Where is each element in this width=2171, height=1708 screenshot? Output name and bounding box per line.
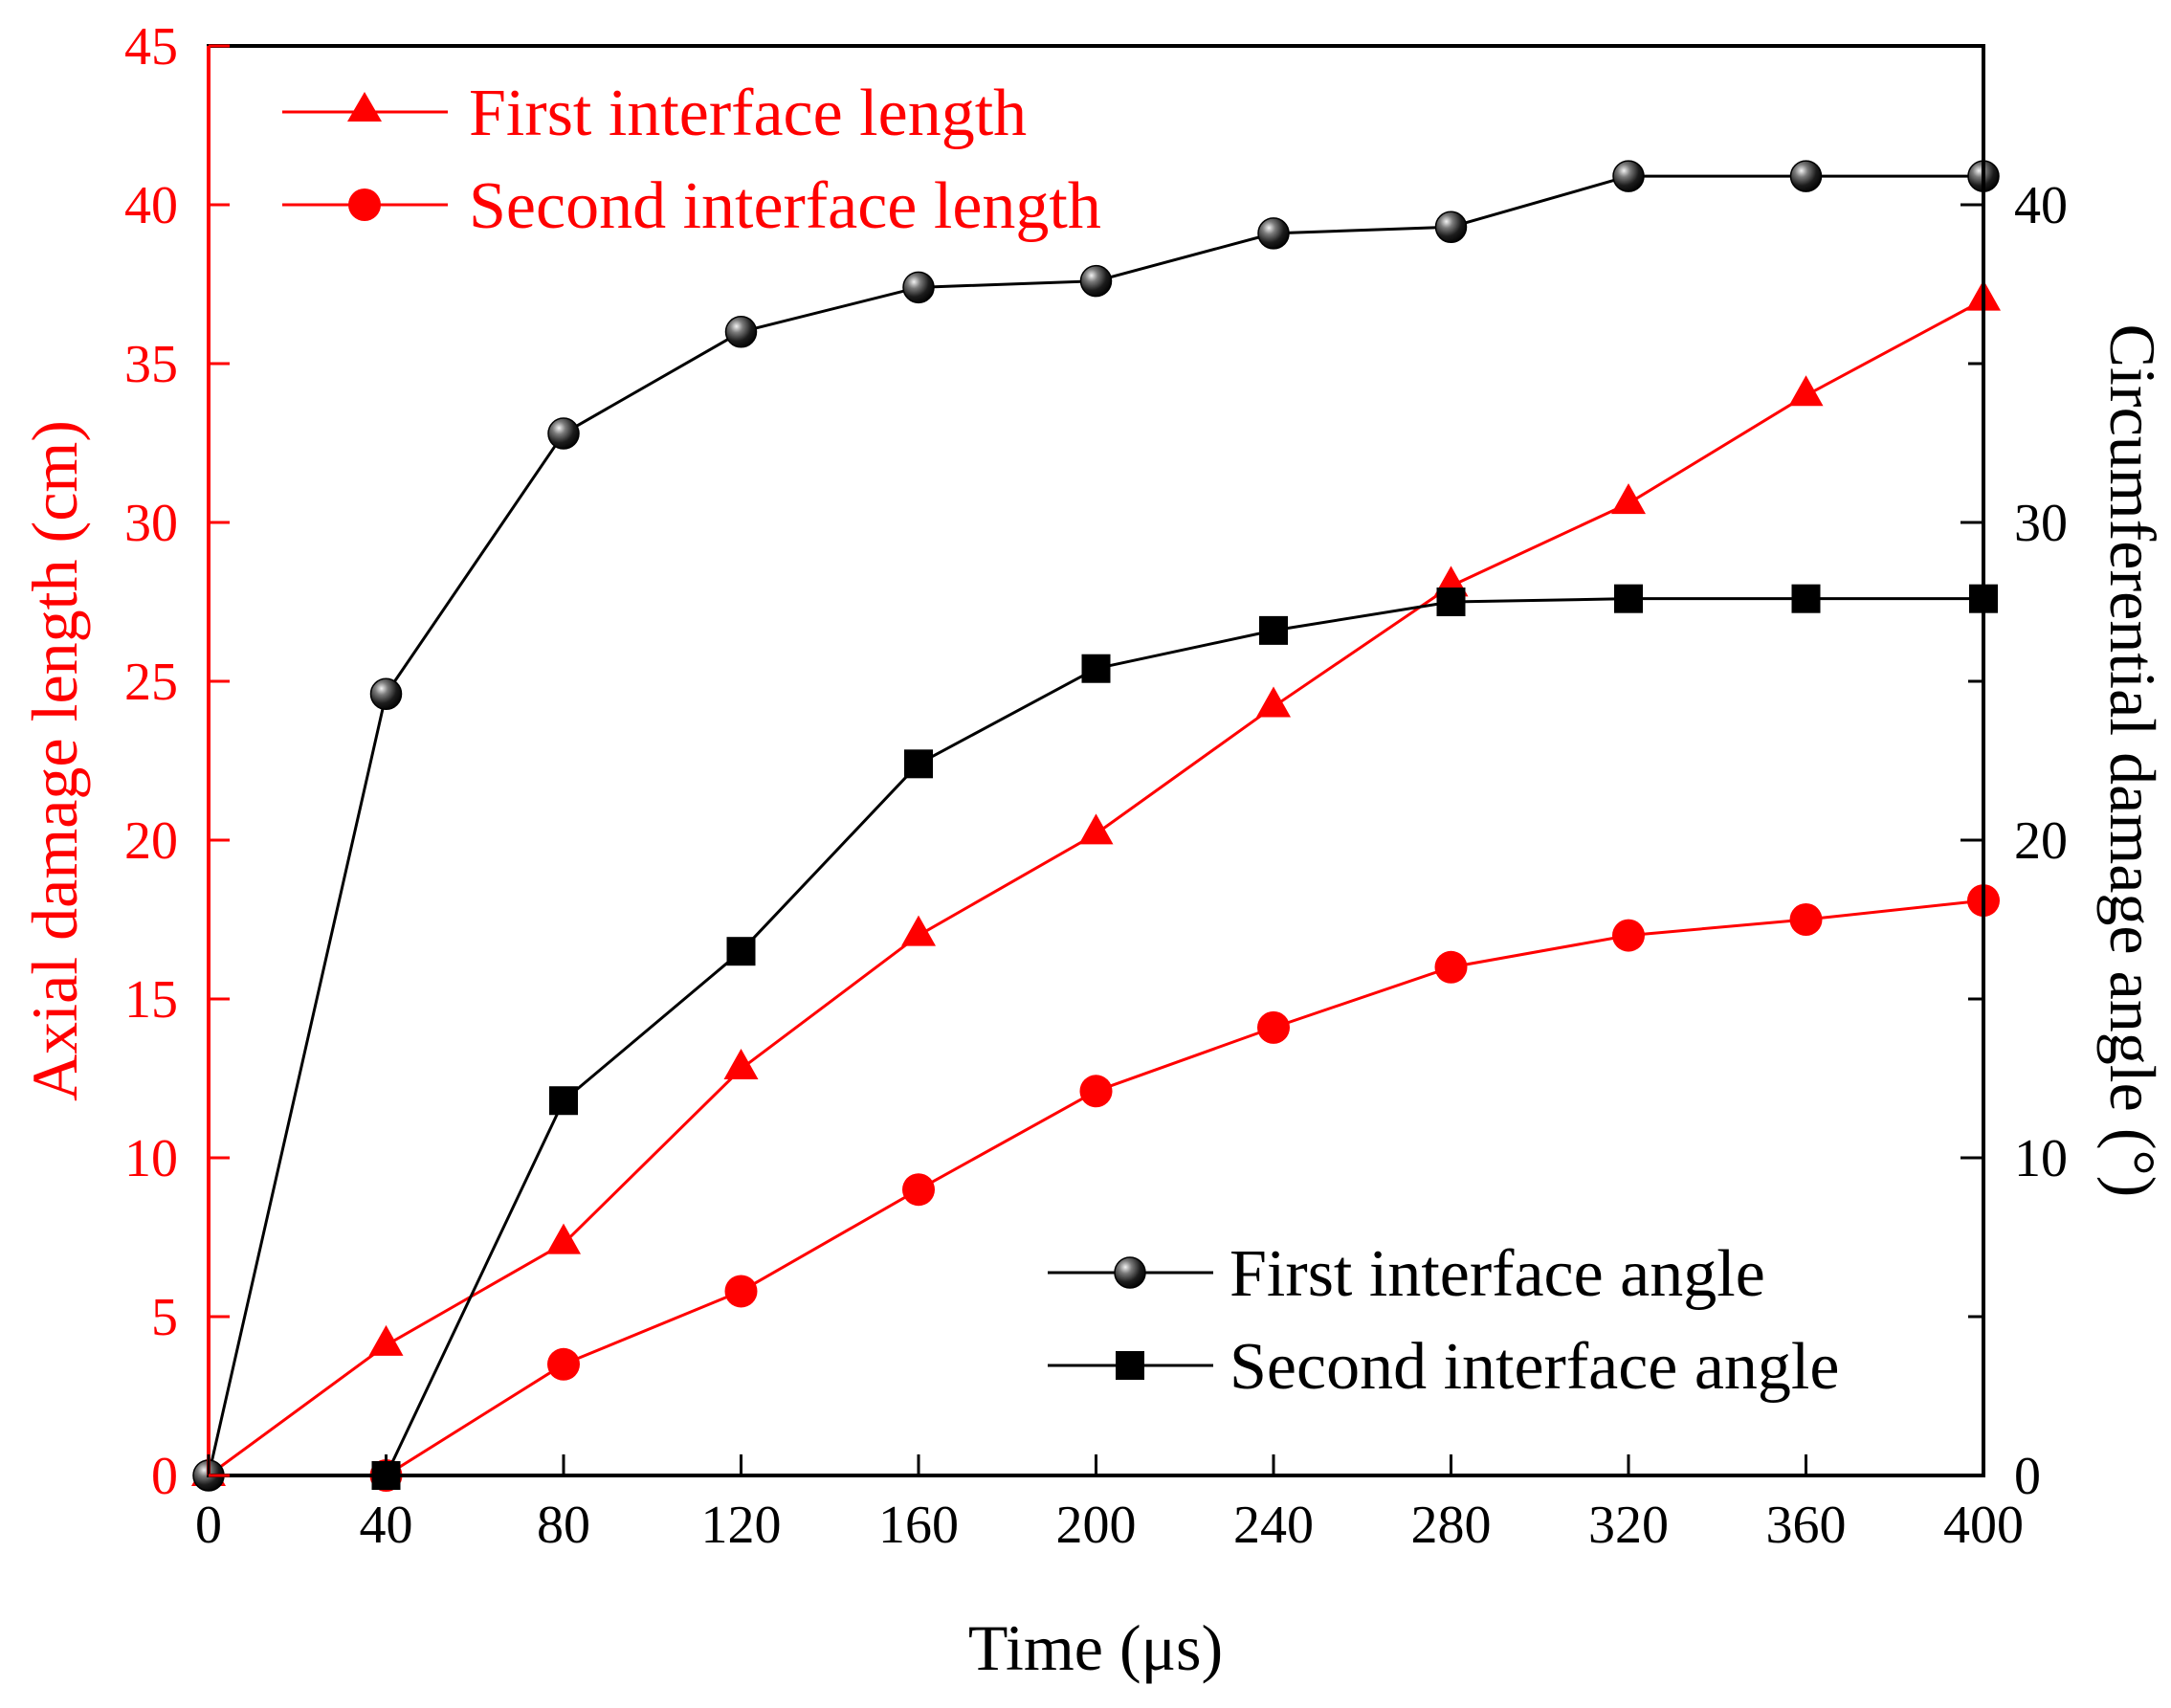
data-point-square: [904, 749, 933, 779]
x-tick-label: 240: [1233, 1496, 1314, 1555]
y-tick-label: 20: [124, 811, 178, 871]
y2-tick-label: 10: [2014, 1129, 2068, 1188]
triangle-marker-icon: [347, 92, 382, 122]
data-point-square: [549, 1086, 578, 1116]
data-point-triangle: [368, 1324, 404, 1356]
legend-item-first-interface-angle: First interface angle: [1048, 1237, 1765, 1311]
data-point-circle: [1612, 919, 1645, 952]
data-point-square: [1081, 654, 1111, 683]
x-tick-label: 280: [1411, 1496, 1492, 1555]
x-tick-label: 320: [1588, 1496, 1669, 1555]
series-first-interface-angle: [192, 160, 2000, 1492]
data-point-square: [1791, 584, 1821, 613]
legend-item-second-interface-length: Second interface length: [282, 169, 1101, 243]
x-tick-label: 200: [1056, 1496, 1137, 1555]
x-tick-label: 80: [537, 1496, 590, 1555]
data-point-circle: [1257, 1010, 1290, 1044]
data-point-sphere: [1257, 217, 1290, 250]
data-point-sphere: [902, 271, 935, 304]
data-point-square: [726, 937, 756, 966]
y-tick-label: 0: [151, 1447, 178, 1506]
data-point-triangle: [1788, 375, 1824, 407]
data-point-sphere: [1434, 211, 1468, 243]
y-tick-label: 45: [124, 17, 178, 77]
y2-tick-label: 30: [2014, 494, 2068, 553]
y-tick-label: 5: [151, 1288, 178, 1347]
data-point-square: [1436, 588, 1466, 616]
data-point-triangle: [723, 1049, 759, 1080]
legend-label-first-interface-length: First interface length: [469, 77, 1027, 150]
y2-axis-ticks: 0 10 20 30 40: [1961, 44, 2068, 1506]
legend-label-first-interface-angle: First interface angle: [1229, 1237, 1765, 1311]
data-point-circle: [1434, 950, 1468, 984]
y-axis-title: Axial damage length (cm): [18, 420, 91, 1101]
x-tick-label: 0: [195, 1496, 222, 1555]
data-point-circle: [902, 1173, 935, 1207]
data-point-square: [1259, 615, 1288, 645]
series-line: [385, 898, 1984, 1477]
x-tick-label: 360: [1766, 1496, 1847, 1555]
y2-tick-label: 40: [2014, 176, 2068, 235]
legend-label-second-interface-length: Second interface length: [469, 169, 1101, 243]
y-tick-label: 40: [124, 176, 178, 235]
data-point-sphere: [1789, 160, 1823, 192]
legend-item-first-interface-length: First interface length: [282, 77, 1027, 150]
x-tick-label: 120: [701, 1496, 782, 1555]
data-point-sphere: [369, 677, 403, 711]
x-axis-title: Time (μs): [968, 1611, 1223, 1684]
x-tick-label: 400: [1943, 1496, 2024, 1555]
x-tick-label: 40: [360, 1496, 413, 1555]
data-point-sphere: [1612, 160, 1645, 192]
legend-label-second-interface-angle: Second interface angle: [1229, 1330, 1839, 1404]
y2-tick-label: 0: [2014, 1447, 2041, 1506]
data-point-circle: [1789, 903, 1823, 936]
sphere-marker-icon: [1114, 1256, 1146, 1289]
data-point-triangle: [1078, 813, 1114, 845]
y-tick-label: 15: [124, 970, 178, 1030]
legend-item-second-interface-angle: Second interface angle: [1048, 1330, 1839, 1404]
y-tick-label: 25: [124, 653, 178, 712]
data-point-sphere: [724, 316, 758, 348]
series-line: [385, 597, 1983, 1476]
y-tick-label: 10: [124, 1129, 178, 1188]
legend-length: First interface length Second interface …: [282, 77, 1101, 243]
data-point-circle: [724, 1275, 758, 1308]
data-point-sphere: [547, 417, 580, 450]
series-second-interface-angle: [371, 584, 1998, 1490]
y2-axis-title: Circumferential damage angle (°): [2096, 324, 2169, 1198]
data-point-triangle: [546, 1223, 581, 1254]
y2-tick-label: 20: [2014, 811, 2068, 871]
legend-angle: First interface angle Second interface a…: [1048, 1237, 1839, 1404]
data-point-square: [1614, 584, 1643, 613]
data-point-triangle: [901, 915, 936, 946]
circle-marker-icon: [348, 189, 381, 221]
data-point-circle: [1079, 1075, 1113, 1108]
x-axis-ticks: 0 40 80 120 160 200 240 280 320 360 400: [195, 1454, 2024, 1555]
y-axis-ticks: 0 5 10 15 20 25 30 35 40 45: [124, 17, 230, 1506]
data-point-triangle: [1611, 483, 1646, 515]
data-point-sphere: [1079, 264, 1113, 298]
data-point-triangle: [1256, 686, 1291, 718]
y-tick-label: 30: [124, 494, 178, 553]
square-marker-icon: [1116, 1351, 1144, 1380]
x-tick-label: 160: [878, 1496, 959, 1555]
y-tick-label: 35: [124, 335, 178, 394]
data-point-circle: [547, 1347, 580, 1381]
